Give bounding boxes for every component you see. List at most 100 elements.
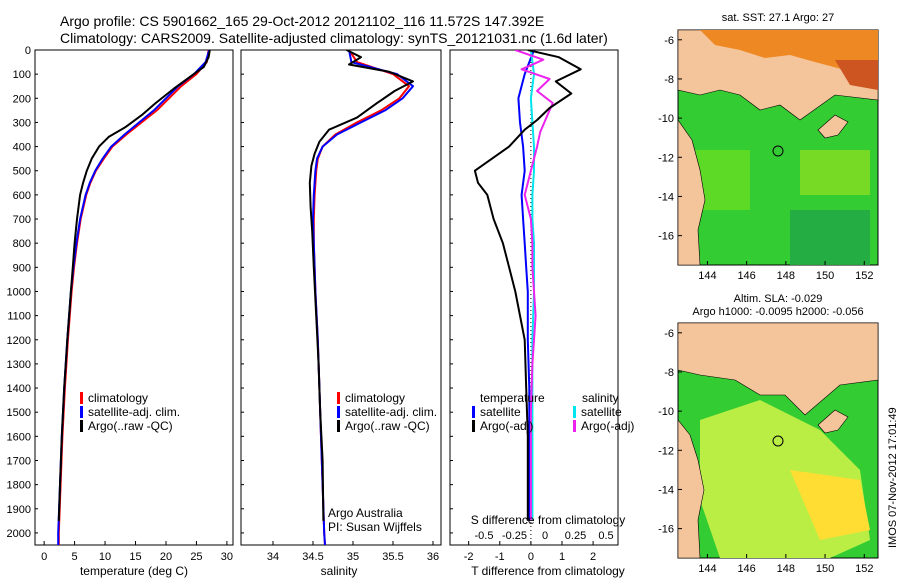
lon-tick-label: 150 xyxy=(816,563,834,575)
depth-tick-label: 300 xyxy=(13,117,31,129)
lon-tick-label: 146 xyxy=(737,563,755,575)
lat-tick-label: -8 xyxy=(664,367,674,379)
depth-tick-label: 1200 xyxy=(7,335,31,347)
lat-tick-label: -6 xyxy=(664,35,674,47)
lat-tick-label: -16 xyxy=(658,231,674,243)
legend-label-t-satellite: satellite xyxy=(480,405,521,419)
x-tick-label: 34 xyxy=(267,551,279,563)
depth-tick-label: 400 xyxy=(13,142,31,154)
sst-land-island xyxy=(817,114,849,139)
sst-hot-region xyxy=(700,30,878,75)
legend-swatch-t-satellite xyxy=(472,406,475,418)
lon-tick-label: 148 xyxy=(777,270,795,282)
depth-tick-label: 1400 xyxy=(7,383,31,395)
sst-map-axes: -6 -8 -10 -12 -14 -16 144 146 148 150 152 xyxy=(658,35,873,282)
x-tick-label: 34.5 xyxy=(302,551,323,563)
secondary-x-tick-label: -0.25 xyxy=(502,530,527,542)
depth-tick-label: 800 xyxy=(13,238,31,250)
lon-tick-label: 144 xyxy=(698,563,716,575)
lon-tick-label: 150 xyxy=(816,270,834,282)
x-tick-label: 35 xyxy=(347,551,359,563)
legend-swatch-satellite xyxy=(80,406,83,418)
legend-label-climatology: climatology xyxy=(88,391,148,405)
temperature-panel: 0 5 10 15 20 25 30 temperature (deg C) climato… xyxy=(34,49,234,578)
depth-tick-label: 1600 xyxy=(7,431,31,443)
x-tick-label: 36 xyxy=(427,551,439,563)
salinity-x-axis: 34 34.5 35 35.5 36 xyxy=(241,49,439,563)
sla-map: Altim. SLA: -0.029 Argo h1000: -0.0095 h… xyxy=(658,293,879,575)
legend-label-argo: Argo(..raw -QC) xyxy=(345,419,430,433)
secondary-x-tick-label: 0.25 xyxy=(565,530,586,542)
difference-lines xyxy=(473,50,582,521)
x-tick-label: 35.5 xyxy=(382,551,403,563)
depth-tick-label: 1000 xyxy=(7,286,31,298)
depth-tick-label: 1100 xyxy=(7,311,31,323)
difference-secondary-x-axis: -0.5 -0.25 0 0.25 0.5 xyxy=(475,530,614,542)
sla-land-island xyxy=(817,409,849,434)
lon-tick-label: 144 xyxy=(698,270,716,282)
lon-tick-label: 148 xyxy=(777,563,795,575)
legend-label-satellite: satellite-adj. clim. xyxy=(88,405,180,419)
secondary-x-tick-label: -0.5 xyxy=(475,530,494,542)
lat-tick-label: -16 xyxy=(658,524,674,536)
sst-map: sat. SST: 27.1 Argo: 27 -6 -8 -10 -12 -14 -16… xyxy=(658,12,879,282)
legend-swatch-argo xyxy=(337,420,340,432)
lat-tick-label: -8 xyxy=(664,74,674,86)
x-tick-label: 30 xyxy=(221,551,233,563)
sst-hot-region xyxy=(835,60,878,90)
difference-legend: temperature salinity satellite Argo(-adj… xyxy=(472,391,634,433)
sla-map-title-line2: Argo h1000: -0.0095 h2000: -0.056 xyxy=(692,306,863,318)
lat-tick-label: -12 xyxy=(658,445,674,457)
temperature-legend: climatology satellite-adj. clim. Argo(..… xyxy=(80,391,180,433)
legend-label-argo: Argo(..raw -QC) xyxy=(88,419,173,433)
salinity-panel: 34 34.5 35 35.5 36 salinity climatology sate… xyxy=(240,49,442,578)
sla-map-title-line1: Altim. SLA: -0.029 xyxy=(734,293,823,305)
lat-tick-label: -14 xyxy=(658,484,674,496)
annotation-pi: PI: Susan Wijffels xyxy=(328,520,422,534)
series-line-t-argo-adj- xyxy=(473,50,582,521)
lat-tick-label: -6 xyxy=(664,328,674,340)
depth-tick-label: 700 xyxy=(13,214,31,226)
depth-tick-label: 1300 xyxy=(7,359,31,371)
salinity-xlabel: salinity xyxy=(321,564,358,578)
x-tick-label: 15 xyxy=(129,551,141,563)
legend-title-temperature: temperature xyxy=(480,391,545,405)
series-line-s-argo-adj- xyxy=(514,50,554,521)
x-tick-label: 2 xyxy=(590,551,596,563)
sst-land-australia xyxy=(677,119,706,266)
x-tick-label: -1 xyxy=(495,551,505,563)
x-tick-label: -2 xyxy=(464,551,474,563)
lat-tick-label: -10 xyxy=(658,406,674,418)
difference-xlabel-top: S difference from climatology xyxy=(471,513,626,527)
sla-map-axes: -6 -8 -10 -12 -14 -16 144 146 148 150 152 xyxy=(658,328,873,575)
legend-label-s-satellite: satellite xyxy=(581,405,622,419)
series-line-s-satellite xyxy=(529,50,535,521)
depth-tick-label: 600 xyxy=(13,190,31,202)
sla-peak-region xyxy=(790,470,870,540)
legend-label-climatology: climatology xyxy=(345,391,405,405)
legend-label-t-argo: Argo(-adj) xyxy=(480,419,533,433)
legend-swatch-satellite xyxy=(337,406,340,418)
difference-x-axis: -2 -1 0 1 2 xyxy=(450,49,596,563)
lat-tick-label: -10 xyxy=(658,113,674,125)
legend-swatch-s-argo xyxy=(573,420,576,432)
header-line2: Climatology: CARS2009. Satellite-adjuste… xyxy=(60,30,608,46)
legend-swatch-climatology xyxy=(337,392,340,404)
sst-map-title: sat. SST: 27.1 Argo: 27 xyxy=(722,12,835,24)
depth-tick-label: 0 xyxy=(25,45,31,57)
depth-tick-label: 1800 xyxy=(7,480,31,492)
salinity-lines xyxy=(308,50,414,545)
lat-tick-label: -14 xyxy=(658,191,674,203)
legend-label-satellite: satellite-adj. clim. xyxy=(345,405,437,419)
x-tick-label: 1 xyxy=(559,551,565,563)
sla-land-australia xyxy=(677,419,705,559)
difference-xlabel: T difference from climatology xyxy=(471,564,625,578)
difference-panel: -2 -1 0 1 2 S difference from climatology -0… xyxy=(449,49,634,578)
sst-profile-location-marker xyxy=(772,145,784,157)
depth-tick-label: 500 xyxy=(13,166,31,178)
depth-tick-label: 1700 xyxy=(7,455,31,467)
x-tick-label: 10 xyxy=(99,551,111,563)
depth-tick-label: 100 xyxy=(13,69,31,81)
temperature-frame xyxy=(34,49,234,546)
depth-tick-label: 900 xyxy=(13,262,31,274)
